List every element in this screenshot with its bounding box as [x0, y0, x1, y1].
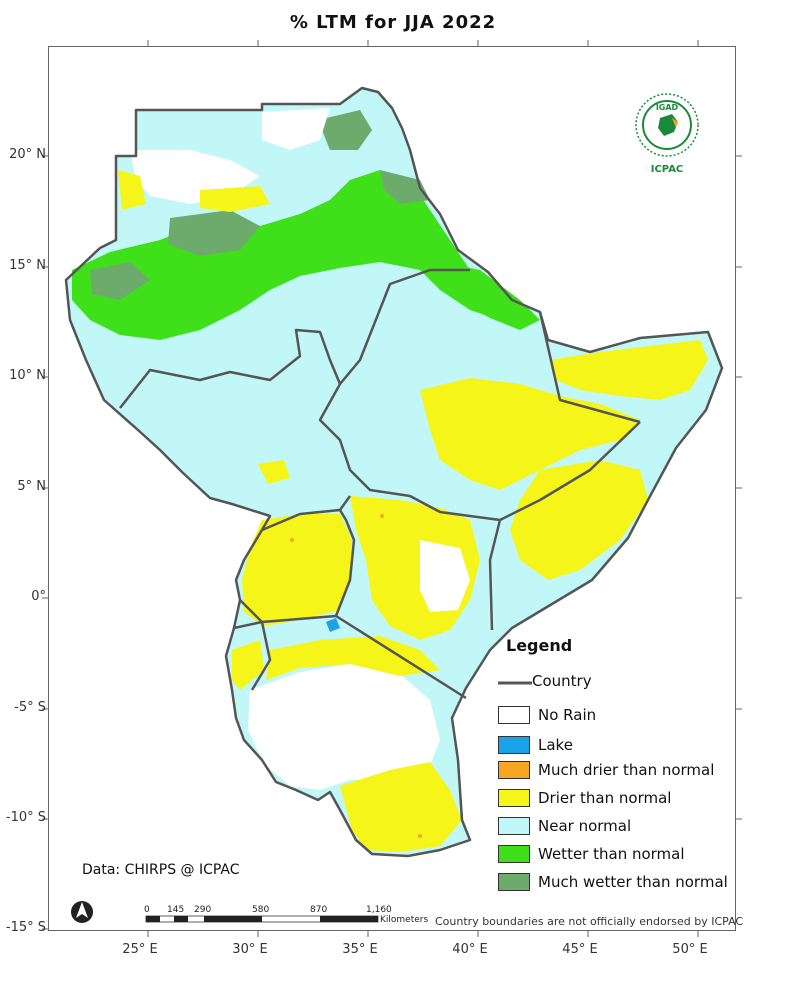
border-sudan-south-sudan — [119, 268, 470, 409]
lat-label: 0° — [31, 589, 46, 604]
border-south-sudan-ethiopia — [318, 383, 641, 522]
legend-label: Wetter than normal — [538, 845, 685, 863]
legend-swatch — [498, 873, 530, 891]
legend-item: Drier than normal — [498, 789, 671, 807]
lat-label: 15° N — [9, 258, 46, 273]
lon-label: 50° E — [672, 942, 708, 957]
scale-tick: 870 — [310, 905, 328, 915]
data-credit: Data: CHIRPS @ ICPAC — [82, 862, 240, 878]
legend-item: Near normal — [498, 817, 631, 835]
border-uganda-south — [261, 508, 341, 532]
no-rain-kenya — [420, 540, 470, 612]
much-wetter-patch-4 — [380, 170, 430, 204]
lat-label: -15° S — [5, 920, 46, 935]
lon-label: 35° E — [342, 942, 378, 957]
much-drier-speck — [418, 834, 422, 838]
drier-horn — [550, 340, 708, 400]
north-arrow-icon — [71, 901, 93, 923]
legend-label: No Rain — [538, 706, 597, 724]
no-rain-tanzania — [248, 664, 440, 790]
border-ethiopia-somalia — [538, 311, 641, 424]
no-rain-north-2 — [262, 108, 330, 150]
lake-victoria — [326, 618, 340, 632]
wetter-patch-east — [430, 260, 540, 330]
legend-item: Much drier than normal — [498, 761, 714, 779]
legend-label: Drier than normal — [538, 789, 672, 807]
igad-emblem-icon: IGAD — [635, 93, 699, 157]
legend-item: Wetter than normal — [498, 845, 685, 863]
scale-tick: 0 — [144, 905, 150, 915]
legend-swatch — [498, 706, 530, 724]
legend-label: Near normal — [538, 817, 632, 835]
legend-swatch — [498, 817, 530, 835]
much-wetter-patch-2 — [318, 110, 372, 150]
legend-swatch — [498, 789, 530, 807]
legend-swatch — [498, 736, 530, 754]
lat-label: 5° N — [17, 479, 46, 494]
drier-north-2 — [118, 170, 146, 210]
scale-bar — [145, 915, 379, 923]
lon-label: 40° E — [452, 942, 488, 957]
scale-tick: 145 — [167, 905, 185, 915]
legend-swatch — [498, 761, 530, 779]
lat-label: -5° S — [14, 700, 46, 715]
border-rwanda-burundi — [233, 620, 272, 691]
axis-ticks — [42, 40, 742, 937]
legend-title: Legend — [506, 636, 573, 655]
much-wetter-patch-1 — [168, 210, 260, 256]
border-uganda-kenya — [334, 495, 356, 617]
much-wetter-patch-3 — [90, 262, 150, 300]
country-borders — [64, 86, 724, 858]
scale-tick: 290 — [194, 905, 212, 915]
drier-uganda — [242, 514, 352, 626]
drier-sudan-south — [258, 460, 290, 484]
scale-tick: 1,160 — [366, 905, 392, 915]
drier-burundi — [232, 640, 264, 690]
legend-label: Much drier than normal — [538, 761, 715, 779]
lon-label: 45° E — [562, 942, 598, 957]
much-drier-speck — [380, 514, 384, 518]
drier-tanzania-north — [266, 636, 440, 680]
drier-somalia — [510, 460, 648, 580]
map-title: % LTM for JJA 2022 — [289, 12, 497, 33]
scale-unit: Kilometers — [380, 915, 429, 925]
scale-tick: 580 — [252, 905, 270, 915]
disclaimer-text: Country boundaries are not officially en… — [435, 915, 744, 928]
much-drier-speck — [290, 538, 294, 542]
legend-label: Lake — [538, 736, 573, 754]
logo-bottom-text: ICPAC — [650, 164, 684, 175]
lat-label: -10° S — [5, 810, 46, 825]
lon-label: 25° E — [122, 942, 158, 957]
lat-label: 10° N — [9, 368, 46, 383]
border-kenya-somalia — [488, 519, 502, 631]
lon-label: 30° E — [232, 942, 268, 957]
drier-north-1 — [200, 186, 270, 212]
legend-item: Lake — [498, 736, 573, 754]
outer-boundary — [64, 86, 724, 858]
legend-label: Much wetter than normal — [538, 873, 728, 891]
logo-top-text: IGAD — [656, 103, 679, 112]
wetter-region-north — [72, 170, 530, 340]
legend-swatch — [498, 845, 530, 863]
legend-country-label: Country — [532, 672, 592, 690]
icpac-logo: IGAD ICPAC — [632, 92, 702, 175]
drier-tanzania-south — [340, 762, 462, 852]
border-uganda-tanzania — [239, 599, 467, 700]
legend-item: Much wetter than normal — [498, 873, 728, 891]
lat-label: 20° N — [9, 147, 46, 162]
legend-item: No Rain — [498, 706, 596, 724]
